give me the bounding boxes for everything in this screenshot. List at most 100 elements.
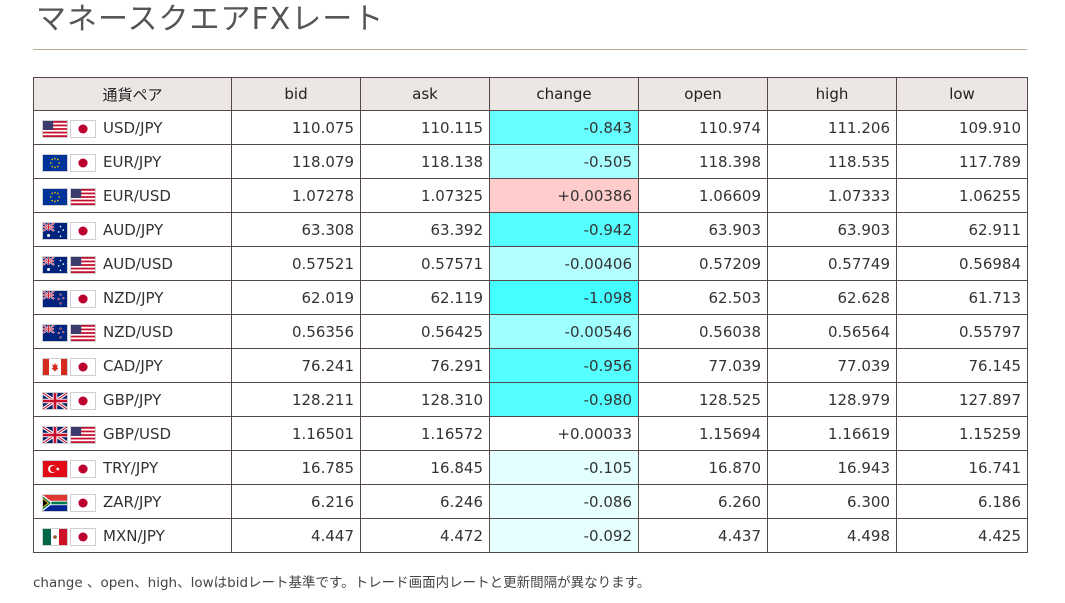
ask-cell: 118.138 [360,144,490,179]
high-cell: 0.56564 [767,314,897,349]
fx-rate-table: 通貨ペア bid ask change open high low USD/JP… [33,77,1028,553]
flag-pair [42,288,98,308]
flag-pair [42,220,98,240]
flag-pair [42,118,98,138]
pair-label: ZAR/JPY [103,492,162,511]
au-flag-icon [42,255,68,274]
high-cell: 0.57749 [767,246,897,281]
pair-label: NZD/JPY [103,288,164,307]
pair-cell: GBP/JPY [33,382,232,417]
table-body: USD/JPY 110.075 110.115 -0.843 110.974 111.20… [33,110,1028,553]
bid-cell: 4.447 [231,518,361,553]
column-header-change: change [489,77,639,111]
open-cell: 128.525 [638,382,768,417]
low-cell: 0.56984 [896,246,1028,281]
column-header-high: high [767,77,897,111]
open-cell: 4.437 [638,518,768,553]
pair-cell: AUD/JPY [33,212,232,247]
au-flag-icon [42,221,68,240]
jp-flag-icon [70,153,96,172]
high-cell: 111.206 [767,110,897,145]
pair-cell: GBP/USD [33,416,232,451]
gb-flag-icon [42,425,68,444]
jp-flag-icon [70,391,96,410]
high-cell: 63.903 [767,212,897,247]
table-row: USD/JPY 110.075 110.115 -0.843 110.974 111.20… [33,110,1028,145]
us-flag-icon [70,323,96,342]
ask-cell: 76.291 [360,348,490,383]
table-header-row: 通貨ペア bid ask change open high low [33,77,1028,111]
open-cell: 118.398 [638,144,768,179]
table-row: EUR/USD 1.07278 1.07325 +0.00386 1.06609 1.07… [33,178,1028,213]
open-cell: 0.57209 [638,246,768,281]
change-cell: +0.00033 [489,416,639,451]
pair-cell: EUR/JPY [33,144,232,179]
jp-flag-icon [70,459,96,478]
eu-flag-icon [42,153,68,172]
low-cell: 0.55797 [896,314,1028,349]
change-cell: -0.843 [489,110,639,145]
open-cell: 62.503 [638,280,768,315]
ask-cell: 16.845 [360,450,490,485]
table-row: GBP/USD 1.16501 1.16572 +0.00033 1.15694 1.16… [33,416,1028,451]
flag-pair [42,390,98,410]
pair-cell: NZD/JPY [33,280,232,315]
jp-flag-icon [70,289,96,308]
bid-cell: 0.57521 [231,246,361,281]
change-cell: -0.505 [489,144,639,179]
low-cell: 1.06255 [896,178,1028,213]
us-flag-icon [70,255,96,274]
pair-cell: ZAR/JPY [33,484,232,519]
ask-cell: 1.07325 [360,178,490,213]
low-cell: 16.741 [896,450,1028,485]
flag-pair [42,186,98,206]
tr-flag-icon [42,459,68,478]
flag-pair [42,254,98,274]
open-cell: 63.903 [638,212,768,247]
change-cell: -0.956 [489,348,639,383]
high-cell: 1.07333 [767,178,897,213]
us-flag-icon [70,187,96,206]
bid-cell: 63.308 [231,212,361,247]
bid-cell: 110.075 [231,110,361,145]
open-cell: 110.974 [638,110,768,145]
low-cell: 1.15259 [896,416,1028,451]
eu-flag-icon [42,187,68,206]
ask-cell: 62.119 [360,280,490,315]
bid-cell: 62.019 [231,280,361,315]
pair-label: EUR/USD [103,186,171,205]
table-row: TRY/JPY 16.785 16.845 -0.105 16.870 16.943 16.… [33,450,1028,485]
high-cell: 128.979 [767,382,897,417]
change-cell: +0.00386 [489,178,639,213]
bid-cell: 128.211 [231,382,361,417]
change-cell: -1.098 [489,280,639,315]
jp-flag-icon [70,493,96,512]
high-cell: 118.535 [767,144,897,179]
footnote: change 、open、high、lowはbidレート基準です。トレード画面内… [33,575,651,591]
column-header-pair: 通貨ペア [33,77,232,111]
table-row: NZD/JPY 62.019 62.119 -1.098 62.503 62.628 61.… [33,280,1028,315]
ask-cell: 0.57571 [360,246,490,281]
nz-flag-icon [42,289,68,308]
bid-cell: 1.07278 [231,178,361,213]
jp-flag-icon [70,221,96,240]
nz-flag-icon [42,323,68,342]
pair-label: AUD/USD [103,254,173,273]
pair-label: GBP/USD [103,424,172,443]
open-cell: 0.56038 [638,314,768,349]
change-cell: -0.086 [489,484,639,519]
table-row: GBP/JPY 128.211 128.310 -0.980 128.525 128.97… [33,382,1028,417]
ca-flag-icon [42,357,68,376]
change-cell: -0.00406 [489,246,639,281]
ask-cell: 128.310 [360,382,490,417]
low-cell: 6.186 [896,484,1028,519]
high-cell: 4.498 [767,518,897,553]
low-cell: 61.713 [896,280,1028,315]
high-cell: 62.628 [767,280,897,315]
column-header-open: open [638,77,768,111]
jp-flag-icon [70,357,96,376]
ask-cell: 110.115 [360,110,490,145]
page-title: マネースクエアFXレート [36,2,385,37]
high-cell: 6.300 [767,484,897,519]
pair-label: USD/JPY [103,118,163,137]
